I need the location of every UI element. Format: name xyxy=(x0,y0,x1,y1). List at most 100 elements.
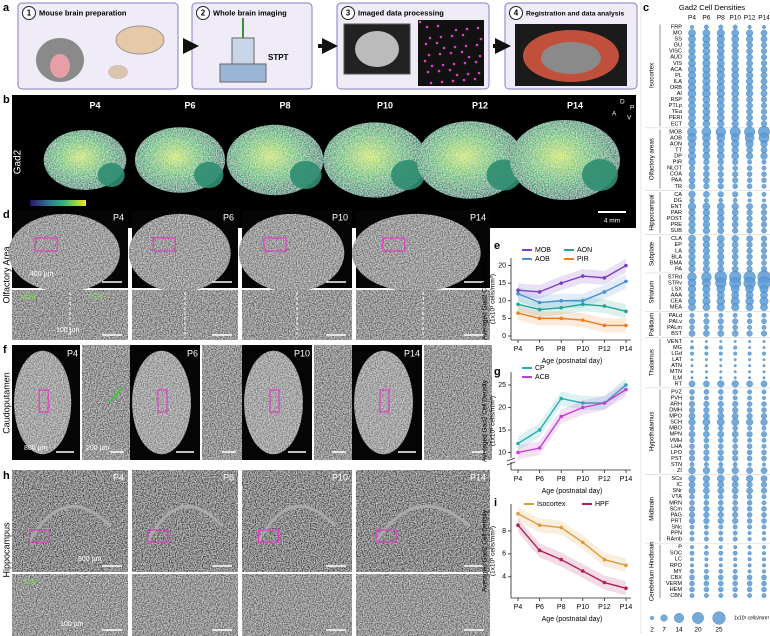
density-dot xyxy=(746,380,753,388)
density-dot xyxy=(747,198,752,203)
age-label: P10 xyxy=(377,100,393,110)
cell-dot xyxy=(437,69,441,73)
region-label: LSX xyxy=(671,287,682,293)
density-dot xyxy=(718,437,724,444)
series-line xyxy=(517,312,626,327)
density-dot xyxy=(689,568,695,574)
region-label: AI xyxy=(677,91,683,97)
density-dot xyxy=(731,209,739,216)
density-dot xyxy=(717,487,725,494)
density-dot xyxy=(747,325,752,330)
compass-label: P xyxy=(630,105,634,112)
density-dot xyxy=(718,568,724,574)
y-tick-label: 10 xyxy=(498,449,506,456)
density-dot xyxy=(762,340,766,343)
density-dot xyxy=(760,140,768,148)
density-dot xyxy=(688,158,696,166)
density-dot xyxy=(703,449,710,456)
roi-box xyxy=(28,529,50,543)
region-label: PALm xyxy=(667,325,682,331)
series-line xyxy=(517,280,627,304)
data-point xyxy=(537,548,542,553)
data-point xyxy=(559,396,563,401)
region-label: FRP xyxy=(671,24,682,30)
density-dot xyxy=(718,586,724,593)
density-dot xyxy=(704,462,709,467)
density-dot xyxy=(760,431,768,438)
density-dot xyxy=(717,467,725,475)
density-dot xyxy=(732,524,738,530)
density-dot xyxy=(718,500,724,506)
data-point xyxy=(559,306,563,310)
x-tick-label: P6 xyxy=(535,604,544,611)
tissue xyxy=(12,574,128,636)
tissue xyxy=(314,345,352,460)
density-dot xyxy=(732,318,739,325)
density-dot xyxy=(719,358,723,362)
cell-dot xyxy=(427,53,431,57)
density-dot xyxy=(718,494,724,500)
density-dot xyxy=(762,551,766,556)
roi-box xyxy=(382,237,406,252)
region-label: ATN xyxy=(671,363,682,369)
density-dot xyxy=(731,430,739,438)
series-line xyxy=(517,264,627,293)
panel-letter: g xyxy=(494,366,501,378)
roi-box xyxy=(152,237,176,252)
density-dot xyxy=(717,505,724,512)
density-dot xyxy=(761,177,767,183)
data-point xyxy=(559,557,563,562)
size-legend-label: 7 xyxy=(662,627,666,634)
density-dot xyxy=(704,568,709,574)
roi-box xyxy=(147,529,169,543)
density-dot xyxy=(688,407,696,414)
region-label: ORB xyxy=(670,85,682,91)
density-dot xyxy=(688,517,696,524)
density-dot xyxy=(731,412,739,420)
region-label: DP xyxy=(674,154,682,160)
y-tick-label: 15 xyxy=(498,280,506,287)
density-dot xyxy=(717,159,724,166)
density-dot xyxy=(746,467,753,474)
density-dot xyxy=(688,380,696,388)
density-dot xyxy=(762,364,766,368)
data-point xyxy=(559,525,563,530)
density-dot xyxy=(704,550,709,556)
region-label: PAA xyxy=(671,178,682,184)
y-axis-label: Averaged Gad2 Cell Density xyxy=(482,509,489,592)
data-point xyxy=(537,307,542,312)
age-label: P4 xyxy=(113,212,124,222)
density-dot xyxy=(760,253,768,260)
density-dot xyxy=(732,530,738,536)
region-label: LGd xyxy=(671,351,682,357)
step-label: Whole brain imaging xyxy=(213,8,287,17)
x-tick-label: P6 xyxy=(535,346,544,353)
tissue xyxy=(374,504,471,543)
region-label: PA xyxy=(675,266,682,272)
density-dot xyxy=(760,90,768,97)
density-dot xyxy=(760,475,768,482)
density-dot xyxy=(688,183,696,190)
density-dot xyxy=(731,53,739,61)
density-dot xyxy=(703,176,710,184)
tissue xyxy=(242,470,352,572)
group-label: Cerebellum Hindbrain xyxy=(649,541,656,601)
density-dot xyxy=(719,376,723,380)
density-dot xyxy=(732,407,739,414)
x-axis-label: Age (postnatal day) xyxy=(542,488,603,495)
region-label: ARH xyxy=(670,401,682,407)
cell-dot xyxy=(474,60,478,64)
density-dot xyxy=(688,265,696,273)
density-dot xyxy=(760,380,768,388)
series-line xyxy=(517,513,627,567)
density-dot xyxy=(703,487,710,494)
region-label: VERM xyxy=(666,581,683,587)
tissue xyxy=(242,574,352,636)
density-dot xyxy=(688,176,696,184)
density-dot xyxy=(761,449,767,456)
step-number-circle xyxy=(22,6,36,20)
brain-3d xyxy=(289,160,322,190)
density-dot xyxy=(716,303,725,312)
density-dot xyxy=(688,241,696,249)
data-point xyxy=(516,523,520,527)
